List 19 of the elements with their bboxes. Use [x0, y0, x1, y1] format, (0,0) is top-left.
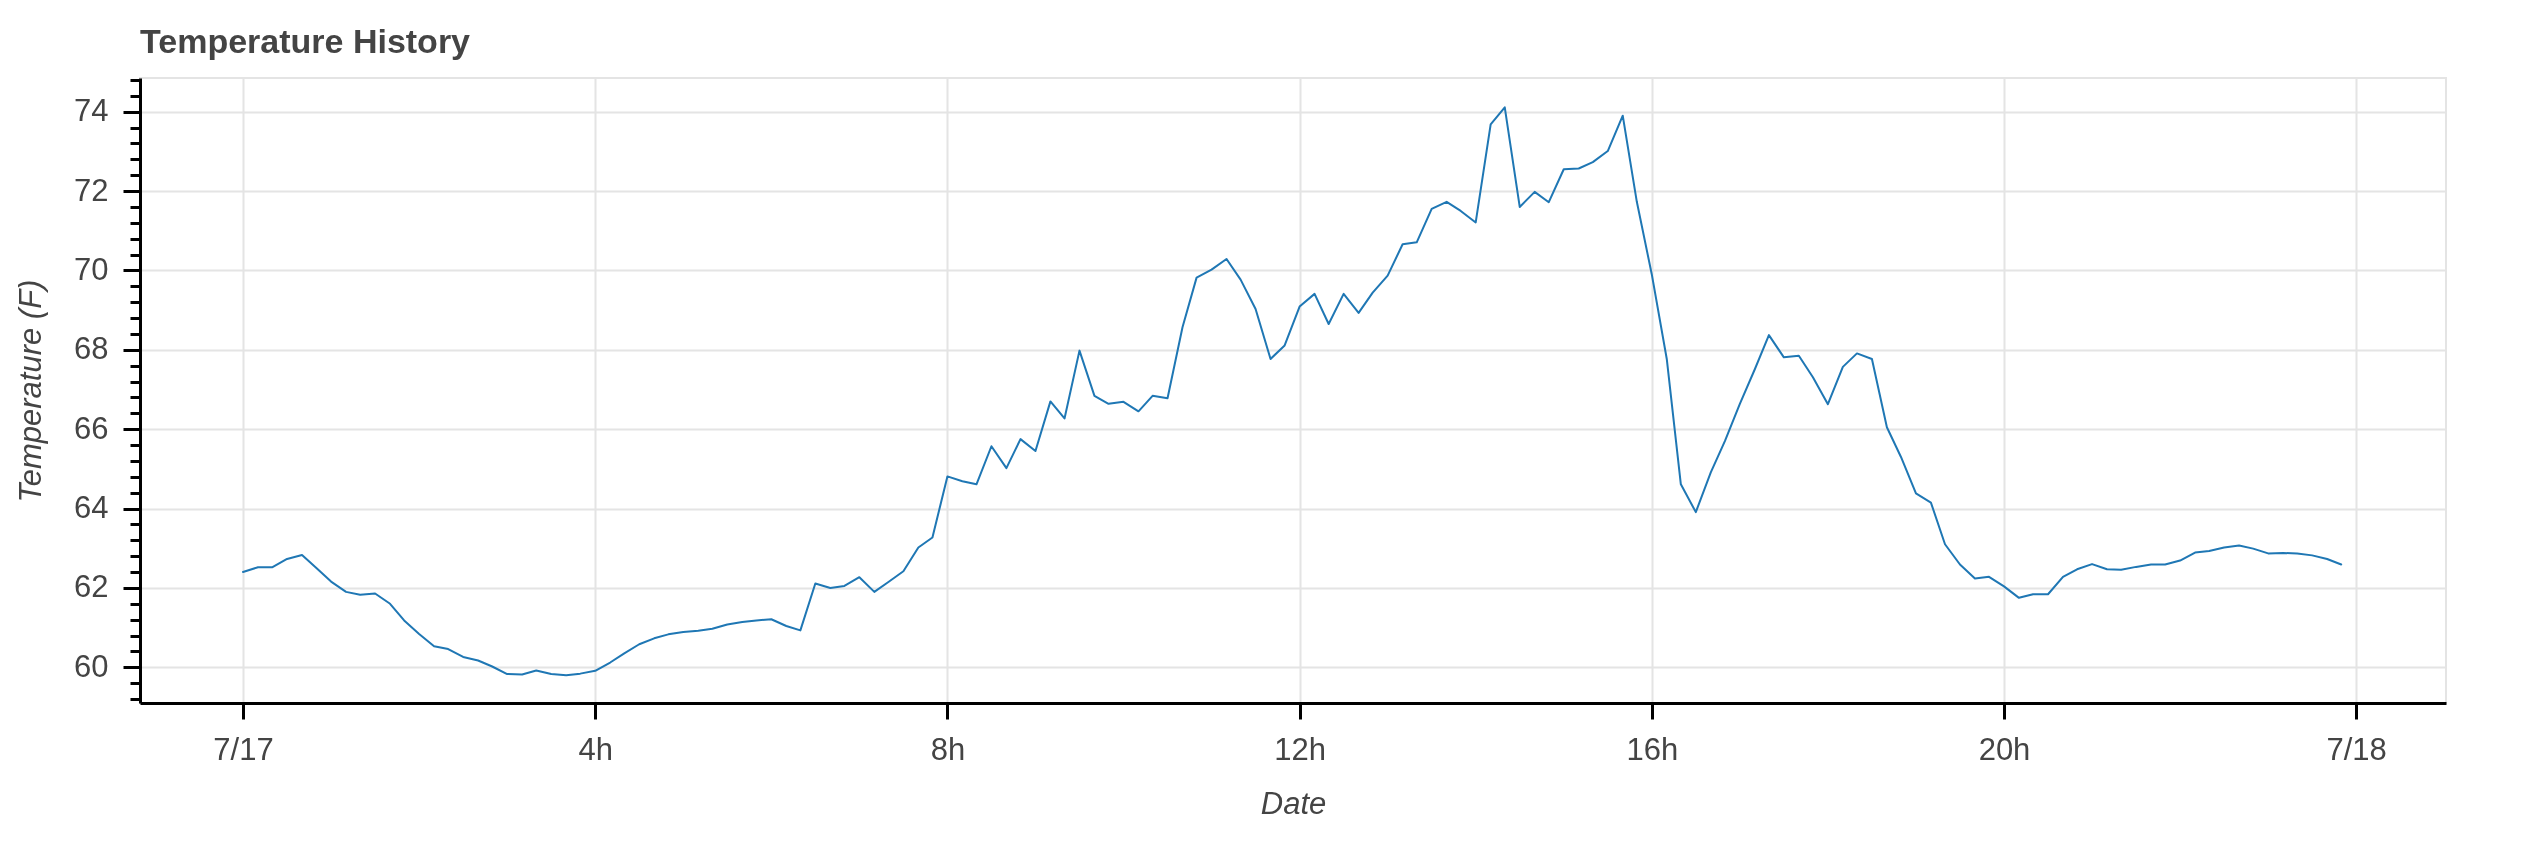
y-axis-title: Temperature (F) — [13, 279, 49, 503]
y-tick-label: 74 — [74, 93, 109, 129]
y-tick-label: 60 — [74, 648, 109, 684]
chart-title: Temperature History — [140, 21, 471, 60]
y-tick-label: 72 — [74, 172, 109, 208]
x-tick-label: 20h — [1978, 731, 2031, 767]
x-tick-label: 16h — [1626, 731, 1679, 767]
x-tick-label: 8h — [930, 731, 966, 767]
y-tick-label: 66 — [74, 410, 109, 446]
y-tick-label: 62 — [74, 569, 109, 605]
x-tick-label: 7/17 — [213, 731, 274, 767]
y-tick-label: 68 — [74, 331, 109, 367]
line-series — [242, 106, 2343, 677]
y-tick-label: 70 — [74, 251, 109, 287]
x-axis-title: Date — [1260, 785, 1327, 821]
x-tick-label: 4h — [578, 731, 613, 767]
x-tick-label: 12h — [1274, 731, 1326, 767]
y-tick-label: 64 — [74, 490, 109, 526]
x-tick-label: 7/18 — [2326, 731, 2387, 767]
